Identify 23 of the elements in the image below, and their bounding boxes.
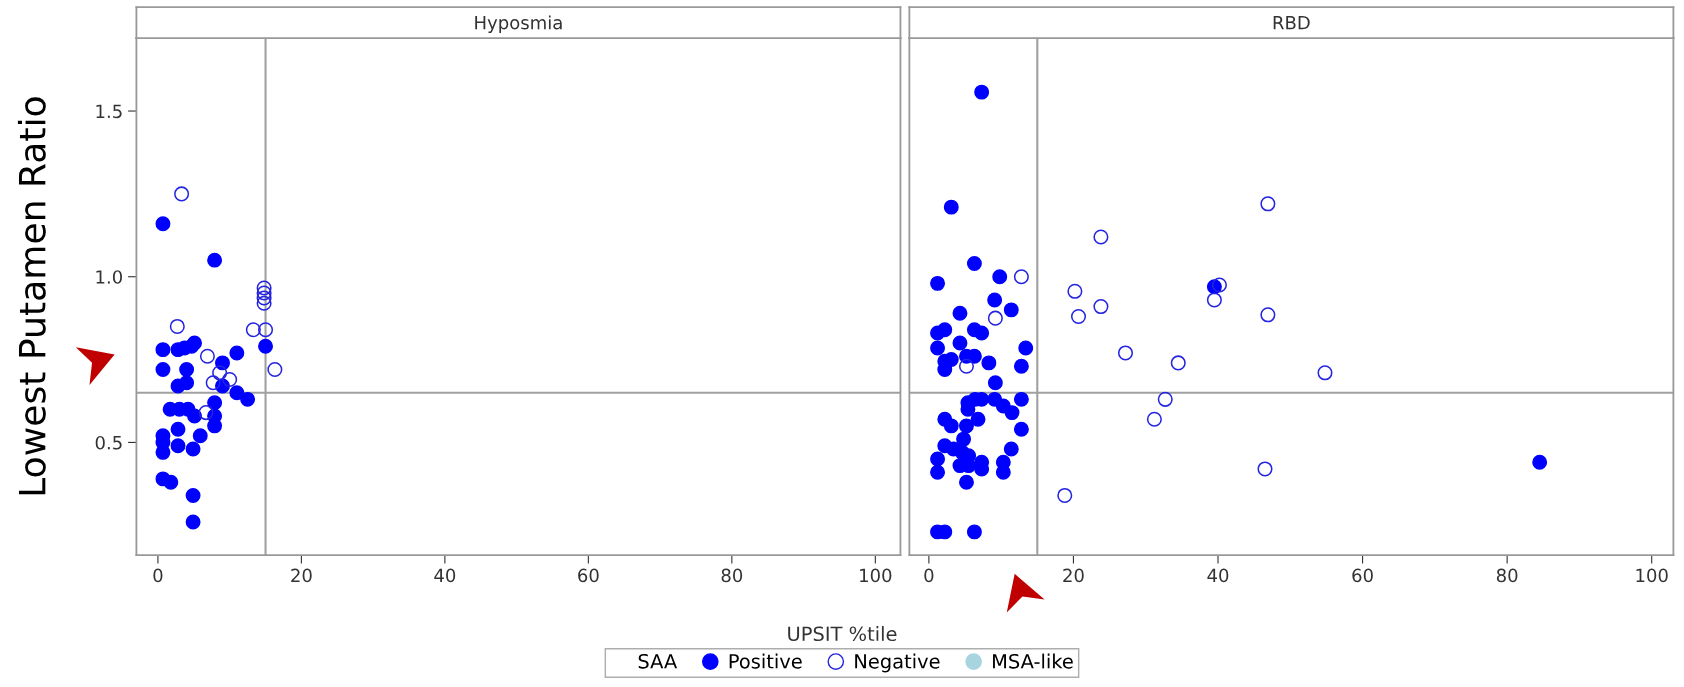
x-tick-label: 80 xyxy=(721,568,743,583)
x-tick-label: 40 xyxy=(1207,568,1229,583)
legend-label: Negative xyxy=(855,653,940,673)
x-axis-title: UPSIT %tile xyxy=(788,626,897,642)
legend-label: Positive xyxy=(729,653,802,669)
chart-title: RBD xyxy=(1273,16,1310,30)
x-tick-label: 100 xyxy=(1636,568,1668,583)
x-tick-label: 0 xyxy=(153,568,163,583)
chart-title: Hyposmia xyxy=(475,15,562,33)
x-tick-label: 100 xyxy=(860,568,892,583)
y-tick-label: 1.0 xyxy=(96,270,123,284)
x-tick-label: 80 xyxy=(1496,568,1518,583)
x-tick-label: 60 xyxy=(1352,568,1373,583)
y-tick-label: 1.5 xyxy=(96,104,122,119)
x-tick-label: 20 xyxy=(291,568,312,583)
legend-title: SAA xyxy=(638,653,678,669)
y-axis-title: Lowest Putamen Ratio xyxy=(17,97,46,495)
x-tick-label: 40 xyxy=(434,568,456,583)
y-tick-label: 0.5 xyxy=(95,435,122,450)
legend-label: MSA-like xyxy=(993,653,1073,669)
x-tick-label: 20 xyxy=(1063,568,1084,583)
x-tick-label: 0 xyxy=(924,568,934,583)
x-tick-label: 60 xyxy=(578,568,599,583)
